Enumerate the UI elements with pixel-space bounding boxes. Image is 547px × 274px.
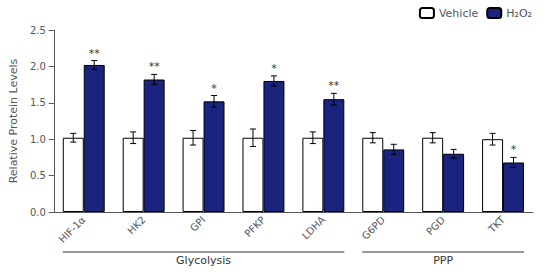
svg-text:*: * [271,62,277,75]
svg-text:LDHA: LDHA [300,214,327,241]
svg-text:Vehicle: Vehicle [439,7,479,20]
svg-text:PPP: PPP [433,254,453,267]
svg-text:*: * [211,82,217,95]
svg-text:HIF-1α: HIF-1α [57,214,88,245]
svg-text:**: ** [89,47,101,60]
svg-text:*: * [511,143,517,156]
svg-text:G6PD: G6PD [360,214,388,242]
svg-text:**: ** [328,79,340,92]
svg-text:1.0: 1.0 [30,134,46,145]
svg-text:H₂O₂: H₂O₂ [506,7,532,20]
svg-text:2.0: 2.0 [30,61,46,72]
svg-text:PGD: PGD [424,214,447,237]
svg-text:0.0: 0.0 [30,207,46,218]
svg-text:0.5: 0.5 [30,170,46,181]
svg-text:Relative Protein Levels: Relative Protein Levels [7,58,20,183]
svg-text:1.5: 1.5 [30,97,46,108]
svg-text:2.5: 2.5 [30,25,46,36]
svg-text:HK2: HK2 [125,214,147,236]
svg-text:Glycolysis: Glycolysis [176,254,231,267]
svg-text:GPI: GPI [188,214,208,234]
svg-text:PFKP: PFKP [242,214,267,239]
svg-text:**: ** [149,60,161,73]
svg-text:TKT: TKT [486,213,508,235]
